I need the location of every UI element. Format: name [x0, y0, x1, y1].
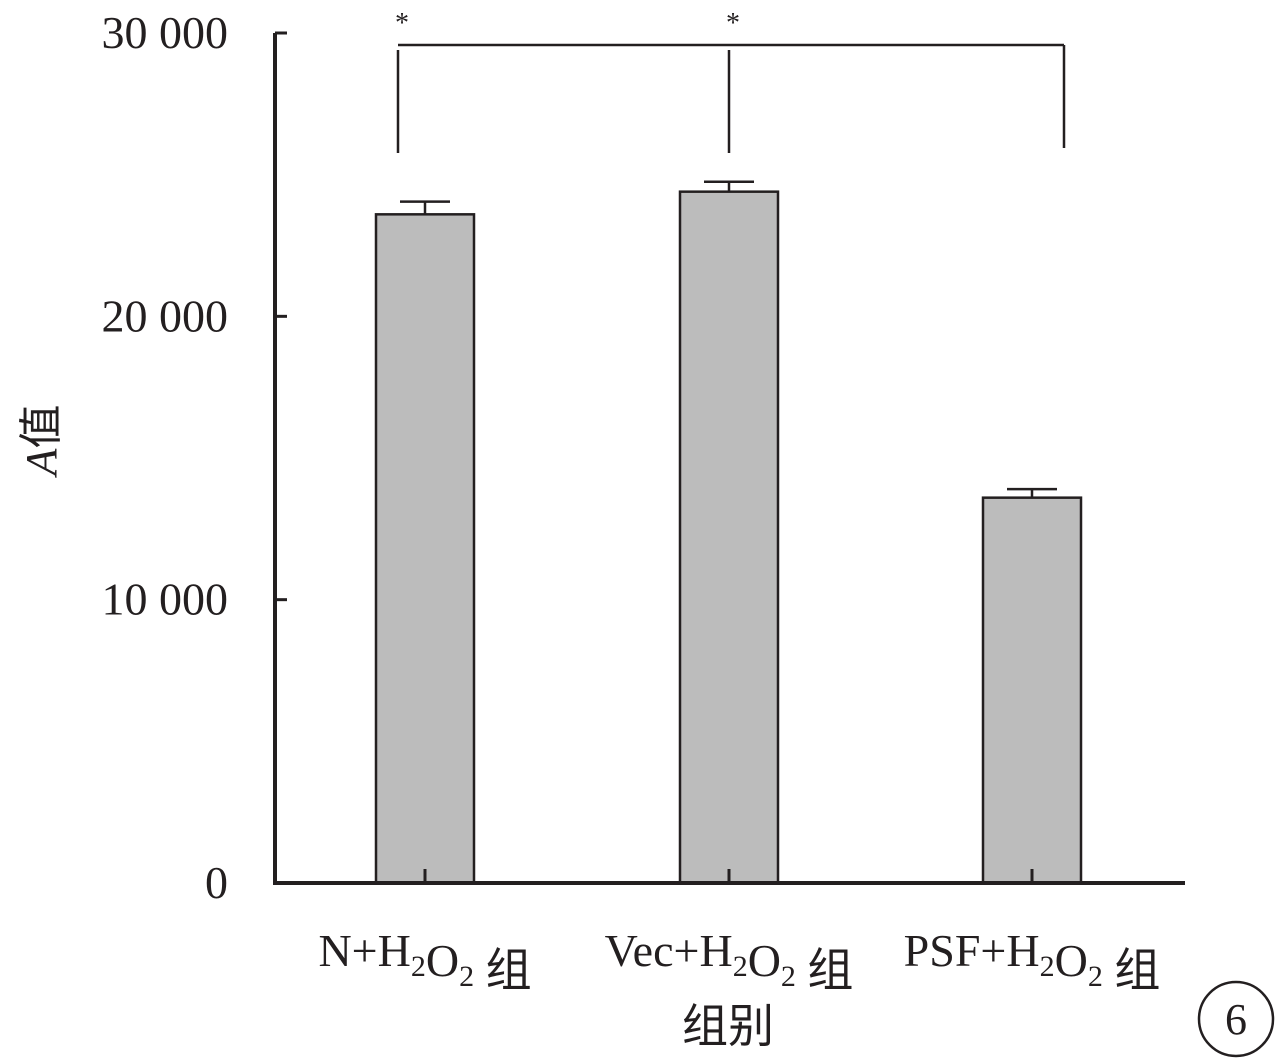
- x-tick-label-part: O: [426, 935, 459, 986]
- bar: [678, 190, 780, 885]
- y-tick-label: 20 000: [102, 290, 229, 341]
- y-tick-label: 30 000: [102, 7, 229, 58]
- x-tick-label: N+H2O2 组: [318, 925, 531, 996]
- x-axis-label: 组别: [682, 1001, 774, 1052]
- x-tick-label-part: 2: [781, 960, 796, 993]
- x-tick-label-part: 组: [474, 945, 532, 996]
- significance-brackets: * *: [395, 8, 1066, 153]
- significance-star: *: [395, 8, 409, 39]
- bars: [374, 180, 1083, 885]
- x-axis-ticks: N+H2O2 组 Vec+H2O2 组 PSF+H2O2 组: [318, 869, 1160, 996]
- y-axis-label-italic: A: [17, 447, 66, 478]
- x-tick-label-part: 2: [733, 950, 748, 983]
- bar: [981, 496, 1083, 885]
- x-tick-label-part: N+H: [318, 925, 410, 976]
- x-tick-label-part: Vec+H: [605, 925, 733, 976]
- x-tick-label-part: 2: [411, 950, 426, 983]
- x-tick-label-part: 2: [1088, 960, 1103, 993]
- x-tick-label-part: O: [1055, 935, 1088, 986]
- x-tick-label-part: PSF+H: [904, 925, 1040, 976]
- y-tick-label: 0: [205, 857, 228, 908]
- bar: [374, 213, 476, 885]
- y-axis-label: A值: [17, 405, 66, 479]
- x-tick-label-part: 组: [1103, 945, 1161, 996]
- x-tick-label: PSF+H2O2 组: [904, 925, 1161, 996]
- y-axis-label-rest: 值: [17, 405, 66, 449]
- significance-star: *: [726, 8, 740, 39]
- y-tick-label: 10 000: [102, 574, 229, 625]
- x-tick-label-part: 2: [1040, 950, 1055, 983]
- x-tick-label-part: 组: [796, 945, 854, 996]
- y-axis-ticks: 0 10 000 20 000 30 000: [102, 7, 287, 908]
- panel-badge-number: 6: [1225, 995, 1247, 1044]
- x-tick-label-part: 2: [459, 960, 474, 993]
- x-tick-label-part: O: [748, 935, 781, 986]
- x-tick-label: Vec+H2O2 组: [605, 925, 854, 996]
- panel-badge-circle: [1197, 980, 1275, 1058]
- panel-badge: 6: [1197, 980, 1275, 1058]
